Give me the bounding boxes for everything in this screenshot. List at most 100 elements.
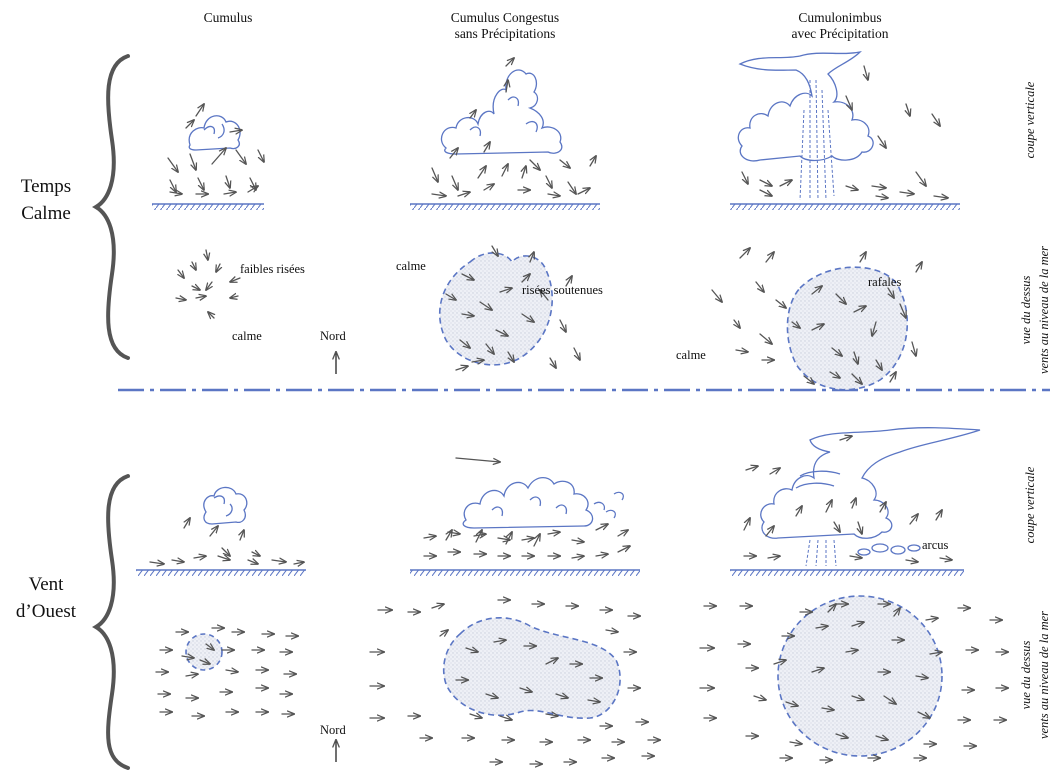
- label-nord-top: Nord: [320, 329, 346, 343]
- wind-arrow: [559, 159, 570, 168]
- wind-arrow: [854, 351, 858, 364]
- wind-arrow: [871, 186, 886, 188]
- wind-arrow: [735, 350, 748, 352]
- wind-arrow: [445, 294, 456, 300]
- wind-arrow: [431, 167, 438, 182]
- cloud-cumulus-calm: [188, 115, 241, 151]
- wind-arrow: [888, 287, 894, 298]
- wind-arrow: [829, 372, 840, 378]
- wind-arrow: [917, 711, 930, 718]
- brace-calm: [92, 54, 130, 360]
- wind-arrow: [617, 530, 628, 536]
- wind-arrow: [931, 113, 940, 126]
- wind-arrow: [505, 58, 514, 67]
- wind-arrow: [499, 716, 512, 720]
- wind-arrow: [484, 142, 490, 153]
- wind-arrow: [521, 313, 534, 322]
- row-label-calm-line1: Temps: [21, 176, 71, 197]
- wind-arrow: [567, 181, 576, 194]
- wind-arrow: [169, 192, 182, 194]
- wind-arrow: [431, 604, 444, 608]
- wind-arrow: [175, 298, 186, 300]
- wind-arrow: [573, 347, 580, 360]
- wind-arrow: [492, 245, 498, 256]
- wind-arrow: [230, 278, 241, 282]
- wind-arrow: [501, 164, 508, 177]
- wind-arrow: [839, 436, 852, 440]
- wind-arrow: [905, 560, 918, 562]
- side-label-vertical-bottom: coupe verticale: [1023, 466, 1037, 543]
- side-label-vertical-top: coupe verticale: [1023, 81, 1037, 158]
- wind-arrow: [929, 652, 942, 654]
- wind-arrow: [169, 179, 176, 192]
- wind-arrow: [835, 734, 848, 738]
- wind-arrow: [185, 674, 198, 676]
- wind-arrow: [915, 171, 926, 186]
- wind-arrow: [743, 518, 750, 531]
- wind-arrow: [477, 166, 486, 179]
- wind-arrow: [461, 314, 474, 316]
- wind-arrow: [849, 556, 862, 558]
- side-label-topview-top-1: vue du dessus: [1019, 276, 1033, 345]
- wind-arrow: [765, 252, 774, 263]
- wind-arrow: [577, 188, 590, 195]
- label-arcus: arcus: [922, 538, 949, 552]
- wind-arrow: [423, 536, 436, 538]
- brace-west: [92, 474, 130, 770]
- wind-arrow: [499, 288, 512, 292]
- row-label-west-line2: d’Ouest: [16, 601, 77, 622]
- wind-arrow: [785, 702, 798, 706]
- wind-arrow: [189, 153, 196, 170]
- label-risees-soutenues: risées soutenues: [522, 283, 603, 297]
- wind-arrow: [587, 700, 600, 702]
- wind-arrow: [185, 120, 194, 129]
- wind-arrow: [247, 560, 258, 564]
- wind-arrow: [853, 306, 866, 313]
- wind-arrow: [769, 468, 780, 474]
- wind-arrow: [521, 538, 534, 540]
- wind-arrow: [455, 457, 500, 462]
- wind-arrow: [211, 148, 226, 165]
- wind-arrow: [811, 286, 822, 295]
- wind-arrow: [566, 276, 572, 287]
- wind-arrow: [877, 135, 886, 148]
- wind-arrow: [471, 360, 484, 362]
- wind-arrow: [230, 296, 239, 298]
- wind-arrow: [711, 289, 722, 302]
- wind-arrow: [767, 556, 780, 558]
- wind-arrow: [465, 648, 478, 652]
- wind-arrow: [293, 562, 304, 564]
- wind-arrow: [469, 714, 482, 718]
- wind-arrow: [483, 184, 494, 190]
- wind-arrow: [446, 530, 452, 541]
- cloud-congestus-calm: [440, 69, 563, 155]
- wind-arrow: [912, 341, 916, 356]
- area-cumulonimbus-calm: [786, 266, 909, 391]
- column-header-cumulus: Cumulus: [204, 10, 253, 25]
- side-label-topview-top-2: vents au niveau de la mer: [1037, 246, 1051, 374]
- wind-arrow: [851, 373, 862, 384]
- wind-arrow: [739, 248, 750, 259]
- column-header-congestus-line2: sans Précipitations: [455, 26, 556, 41]
- wind-arrow: [181, 656, 194, 658]
- wind-arrow: [495, 329, 508, 336]
- wind-arrow: [605, 630, 618, 632]
- wind-arrow: [852, 498, 856, 509]
- wind-arrow: [195, 104, 204, 117]
- wind-arrow: [759, 333, 772, 344]
- wind-arrow: [540, 290, 549, 301]
- row-label-west-line1: Vent: [29, 574, 65, 595]
- area-congestus-calm: [438, 252, 553, 366]
- wind-arrow: [206, 281, 212, 290]
- wind-arrow: [890, 372, 896, 383]
- wind-arrow: [883, 695, 896, 704]
- wind-arrow: [479, 301, 492, 310]
- wind-arrow: [734, 319, 740, 328]
- wind-arrow: [860, 252, 866, 263]
- column-header-congestus-line1: Cumulus Congestus: [451, 10, 559, 25]
- wind-arrow: [880, 502, 886, 513]
- label-calme-cumulonimbus: calme: [676, 348, 706, 362]
- wind-arrow: [529, 159, 540, 170]
- wind-arrow: [555, 694, 568, 698]
- wind-arrow: [875, 196, 888, 198]
